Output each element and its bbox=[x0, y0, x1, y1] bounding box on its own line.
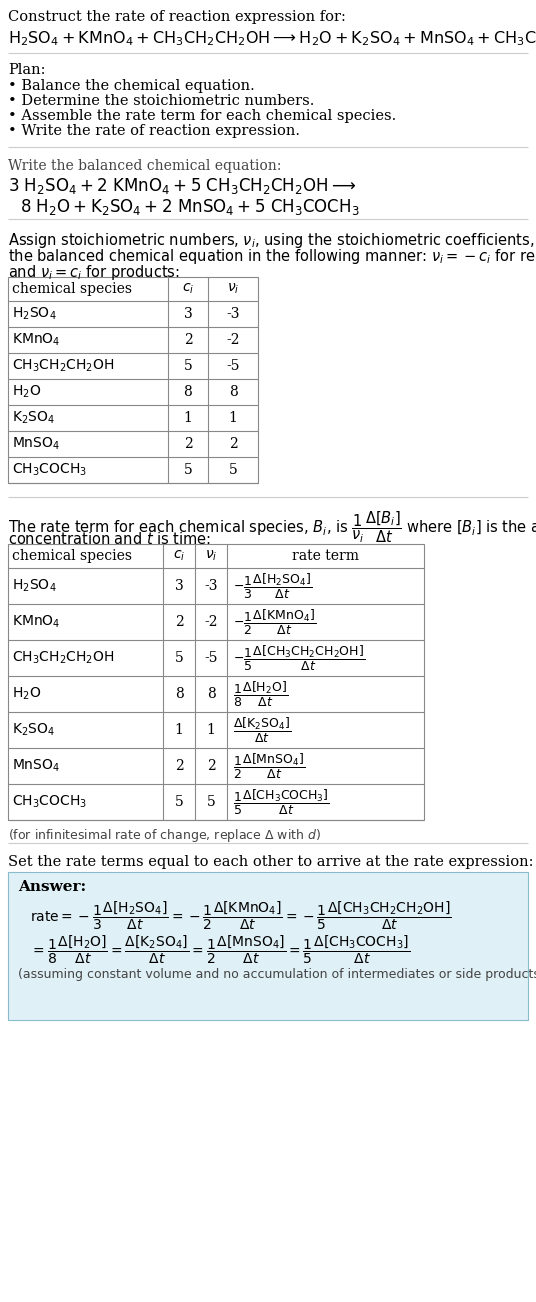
Text: $\dfrac{1}{2}\dfrac{\Delta[\mathrm{MnSO_4}]}{\Delta t}$: $\dfrac{1}{2}\dfrac{\Delta[\mathrm{MnSO_… bbox=[233, 751, 306, 780]
Text: $\mathrm{H_2SO_4 + KMnO_4 + CH_3CH_2CH_2OH \longrightarrow H_2O + K_2SO_4 + MnSO: $\mathrm{H_2SO_4 + KMnO_4 + CH_3CH_2CH_2… bbox=[8, 29, 536, 48]
Text: (assuming constant volume and no accumulation of intermediates or side products): (assuming constant volume and no accumul… bbox=[18, 967, 536, 980]
Text: Answer:: Answer: bbox=[18, 880, 86, 894]
Text: 2: 2 bbox=[206, 759, 215, 773]
Text: $\mathrm{H_2O}$: $\mathrm{H_2O}$ bbox=[12, 686, 41, 702]
Text: and $\nu_i = c_i$ for products:: and $\nu_i = c_i$ for products: bbox=[8, 263, 180, 283]
Text: $\dfrac{1}{5}\dfrac{\Delta[\mathrm{CH_3COCH_3}]}{\Delta t}$: $\dfrac{1}{5}\dfrac{\Delta[\mathrm{CH_3C… bbox=[233, 788, 330, 816]
Text: $\mathrm{CH_3CH_2CH_2OH}$: $\mathrm{CH_3CH_2CH_2OH}$ bbox=[12, 650, 115, 667]
Text: 3: 3 bbox=[175, 579, 183, 592]
Text: $\mathrm{K_2SO_4}$: $\mathrm{K_2SO_4}$ bbox=[12, 721, 55, 738]
Text: -2: -2 bbox=[204, 615, 218, 629]
Text: $\mathrm{KMnO_4}$: $\mathrm{KMnO_4}$ bbox=[12, 332, 61, 348]
Text: $\nu_i$: $\nu_i$ bbox=[227, 281, 239, 296]
Text: $\dfrac{\Delta[\mathrm{K_2SO_4}]}{\Delta t}$: $\dfrac{\Delta[\mathrm{K_2SO_4}]}{\Delta… bbox=[233, 716, 292, 745]
Text: The rate term for each chemical species, $B_i$, is $\dfrac{1}{\nu_i}\dfrac{\Delt: The rate term for each chemical species,… bbox=[8, 509, 536, 544]
Text: 5: 5 bbox=[229, 464, 237, 477]
Text: $\mathrm{CH_3COCH_3}$: $\mathrm{CH_3COCH_3}$ bbox=[12, 462, 87, 478]
Text: $\mathrm{K_2SO_4}$: $\mathrm{K_2SO_4}$ bbox=[12, 410, 55, 426]
Text: • Assemble the rate term for each chemical species.: • Assemble the rate term for each chemic… bbox=[8, 109, 396, 122]
Text: Plan:: Plan: bbox=[8, 62, 46, 77]
Text: $\mathrm{rate} = -\dfrac{1}{3}\dfrac{\Delta[\mathrm{H_2SO_4}]}{\Delta t} = -\dfr: $\mathrm{rate} = -\dfrac{1}{3}\dfrac{\De… bbox=[30, 900, 451, 932]
Text: -5: -5 bbox=[226, 359, 240, 372]
Text: 2: 2 bbox=[184, 437, 192, 450]
Text: • Determine the stoichiometric numbers.: • Determine the stoichiometric numbers. bbox=[8, 94, 315, 108]
Text: $\mathrm{CH_3COCH_3}$: $\mathrm{CH_3COCH_3}$ bbox=[12, 794, 87, 810]
Text: 5: 5 bbox=[184, 464, 192, 477]
Text: 5: 5 bbox=[175, 651, 183, 665]
Text: 8: 8 bbox=[175, 687, 183, 700]
Text: 1: 1 bbox=[183, 411, 192, 424]
Text: 8: 8 bbox=[229, 385, 237, 398]
Text: $\mathrm{MnSO_4}$: $\mathrm{MnSO_4}$ bbox=[12, 436, 60, 452]
Text: $c_i$: $c_i$ bbox=[173, 549, 185, 564]
Text: $= \dfrac{1}{8}\dfrac{\Delta[\mathrm{H_2O}]}{\Delta t} = \dfrac{\Delta[\mathrm{K: $= \dfrac{1}{8}\dfrac{\Delta[\mathrm{H_2… bbox=[30, 934, 410, 966]
Text: the balanced chemical equation in the following manner: $\nu_i = -c_i$ for react: the balanced chemical equation in the fo… bbox=[8, 247, 536, 266]
Text: -3: -3 bbox=[204, 579, 218, 592]
Text: $\dfrac{1}{8}\dfrac{\Delta[\mathrm{H_2O}]}{\Delta t}$: $\dfrac{1}{8}\dfrac{\Delta[\mathrm{H_2O}… bbox=[233, 680, 288, 708]
Text: 3: 3 bbox=[184, 307, 192, 322]
Text: 2: 2 bbox=[184, 333, 192, 348]
Text: $\mathrm{H_2SO_4}$: $\mathrm{H_2SO_4}$ bbox=[12, 306, 57, 322]
Text: chemical species: chemical species bbox=[12, 283, 132, 296]
Text: $\mathrm{H_2SO_4}$: $\mathrm{H_2SO_4}$ bbox=[12, 578, 57, 594]
Text: $c_i$: $c_i$ bbox=[182, 281, 194, 296]
Text: $\mathrm{CH_3CH_2CH_2OH}$: $\mathrm{CH_3CH_2CH_2OH}$ bbox=[12, 358, 115, 374]
Text: $-\dfrac{1}{5}\dfrac{\Delta[\mathrm{CH_3CH_2CH_2OH}]}{\Delta t}$: $-\dfrac{1}{5}\dfrac{\Delta[\mathrm{CH_3… bbox=[233, 643, 365, 673]
Text: • Write the rate of reaction expression.: • Write the rate of reaction expression. bbox=[8, 124, 300, 138]
Bar bbox=[8, 872, 528, 1019]
Text: Assign stoichiometric numbers, $\nu_i$, using the stoichiometric coefficients, $: Assign stoichiometric numbers, $\nu_i$, … bbox=[8, 230, 536, 250]
Text: -3: -3 bbox=[226, 307, 240, 322]
Text: $\mathrm{8\ H_2O + K_2SO_4 + 2\ MnSO_4 + 5\ CH_3COCH_3}$: $\mathrm{8\ H_2O + K_2SO_4 + 2\ MnSO_4 +… bbox=[20, 197, 360, 217]
Text: concentration and $t$ is time:: concentration and $t$ is time: bbox=[8, 531, 211, 547]
Text: chemical species: chemical species bbox=[12, 549, 132, 562]
Text: • Balance the chemical equation.: • Balance the chemical equation. bbox=[8, 79, 255, 92]
Text: $\mathrm{H_2O}$: $\mathrm{H_2O}$ bbox=[12, 384, 41, 400]
Text: $\mathrm{3\ H_2SO_4 + 2\ KMnO_4 + 5\ CH_3CH_2CH_2OH \longrightarrow}$: $\mathrm{3\ H_2SO_4 + 2\ KMnO_4 + 5\ CH_… bbox=[8, 176, 356, 197]
Text: 8: 8 bbox=[184, 385, 192, 398]
Text: -2: -2 bbox=[226, 333, 240, 348]
Text: 1: 1 bbox=[206, 723, 215, 737]
Text: 2: 2 bbox=[175, 759, 183, 773]
Text: Set the rate terms equal to each other to arrive at the rate expression:: Set the rate terms equal to each other t… bbox=[8, 855, 533, 868]
Text: 1: 1 bbox=[228, 411, 237, 424]
Text: 5: 5 bbox=[206, 796, 215, 809]
Text: 5: 5 bbox=[184, 359, 192, 372]
Text: -5: -5 bbox=[204, 651, 218, 665]
Text: 1: 1 bbox=[175, 723, 183, 737]
Text: $-\dfrac{1}{3}\dfrac{\Delta[\mathrm{H_2SO_4}]}{\Delta t}$: $-\dfrac{1}{3}\dfrac{\Delta[\mathrm{H_2S… bbox=[233, 572, 312, 600]
Text: $\nu_i$: $\nu_i$ bbox=[205, 549, 217, 564]
Text: 2: 2 bbox=[229, 437, 237, 450]
Text: 2: 2 bbox=[175, 615, 183, 629]
Text: Construct the rate of reaction expression for:: Construct the rate of reaction expressio… bbox=[8, 10, 346, 23]
Text: 8: 8 bbox=[206, 687, 215, 700]
Text: $\mathrm{MnSO_4}$: $\mathrm{MnSO_4}$ bbox=[12, 758, 60, 775]
Text: Write the balanced chemical equation:: Write the balanced chemical equation: bbox=[8, 159, 281, 173]
Bar bbox=[8, 544, 424, 820]
Text: $-\dfrac{1}{2}\dfrac{\Delta[\mathrm{KMnO_4}]}{\Delta t}$: $-\dfrac{1}{2}\dfrac{\Delta[\mathrm{KMnO… bbox=[233, 608, 316, 637]
Text: rate term: rate term bbox=[292, 549, 359, 562]
Text: (for infinitesimal rate of change, replace $\Delta$ with $d$): (for infinitesimal rate of change, repla… bbox=[8, 827, 321, 844]
Text: 5: 5 bbox=[175, 796, 183, 809]
Bar bbox=[8, 277, 258, 483]
Text: $\mathrm{KMnO_4}$: $\mathrm{KMnO_4}$ bbox=[12, 613, 61, 630]
